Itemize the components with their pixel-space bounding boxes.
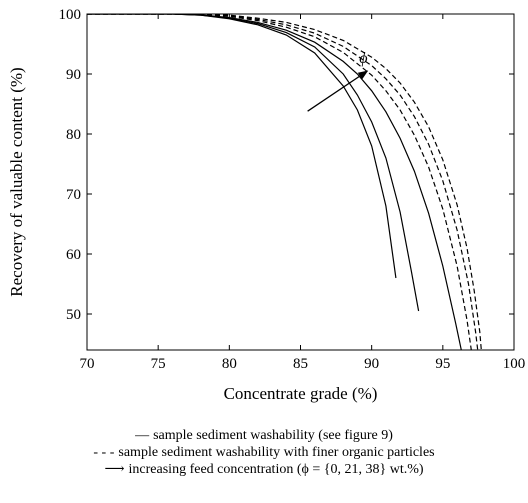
x-tick-label: 80: [222, 356, 237, 372]
chart: 70 75 80 85 90 95 100 50 60 70 80 90 100 ϕ Concentr…: [7, 7, 526, 403]
legend-solid-text: sample sediment washability (see figure …: [153, 428, 393, 443]
legend-arrow: ⟶ increasing feed concentration (ϕ = {0, …: [0, 461, 528, 478]
legend-arrow-text: increasing feed concentration (ϕ = {0, 2…: [128, 462, 424, 477]
legend: — sample sediment washability (see figure…: [0, 427, 528, 478]
y-tick-label: 50: [66, 307, 81, 323]
dashed-series-line: [87, 14, 472, 350]
x-tick-label: 85: [293, 356, 308, 372]
x-tick-label: 75: [151, 356, 166, 372]
legend-dashed-symbol: - - -: [93, 445, 115, 460]
solid-series-line: [87, 14, 397, 279]
x-axis-label: Concentrate grade (%): [224, 384, 378, 403]
x-tick-label: 95: [435, 356, 450, 372]
dashed-series-line: [87, 14, 479, 350]
legend-solid: — sample sediment washability (see figure…: [0, 427, 528, 444]
y-tick-label: 80: [66, 127, 81, 143]
legend-solid-symbol: —: [135, 428, 150, 443]
y-axis-ticks: 50 60 70 80 90 100: [59, 7, 514, 323]
dashed-series-line: [87, 14, 482, 350]
legend-dashed: - - - sample sediment washability with fi…: [0, 444, 528, 461]
solid-series-line: [87, 14, 420, 312]
x-tick-label: 90: [364, 356, 379, 372]
phi-label: ϕ: [359, 50, 367, 67]
legend-arrow-symbol: ⟶: [104, 462, 125, 477]
solid-series-line: [87, 14, 462, 350]
series-layer: [87, 14, 482, 350]
x-tick-label: 100: [503, 356, 526, 372]
y-axis-label: Recovery of valuable content (%): [7, 67, 26, 296]
x-axis-ticks: 70 75 80 85 90 95 100: [80, 14, 526, 372]
y-tick-label: 70: [66, 187, 81, 203]
y-tick-label: 100: [59, 7, 82, 23]
y-tick-label: 60: [66, 247, 81, 263]
y-tick-label: 90: [66, 67, 81, 83]
legend-dashed-text: sample sediment washability with finer o…: [118, 445, 435, 460]
x-tick-label: 70: [80, 356, 95, 372]
phi-arrow: [307, 70, 369, 112]
